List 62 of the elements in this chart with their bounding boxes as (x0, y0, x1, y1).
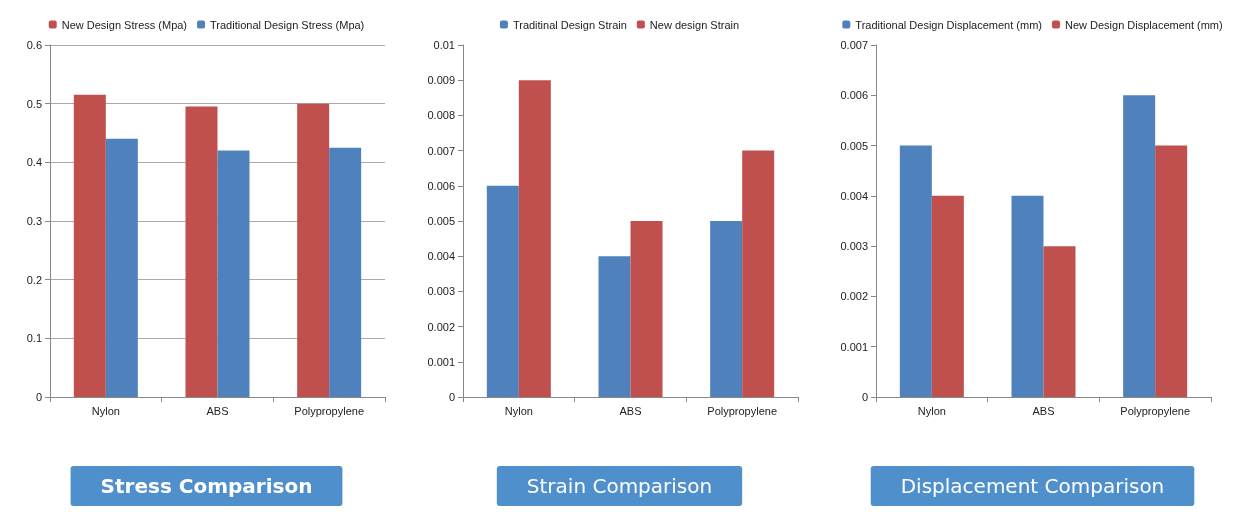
bar (742, 150, 775, 397)
legend-label: Traditional Design Displacement (mm) (855, 18, 1042, 31)
text: Strain Comparison (526, 474, 713, 498)
x-tick-label: Nylon (91, 404, 120, 417)
bar (630, 221, 663, 397)
legend-label: New design Strain (649, 18, 740, 31)
y-tick-label: 0.008 (427, 109, 455, 122)
y-tick-label: 0 (448, 391, 455, 403)
x-tick-label: Nylon (917, 404, 946, 417)
y-tick-label: 0.004 (840, 189, 868, 202)
bar (931, 195, 964, 397)
y-tick-label: 0 (35, 391, 42, 403)
bar (73, 94, 106, 397)
bar (486, 185, 519, 397)
bar (1043, 246, 1076, 397)
y-tick-label: 0.5 (26, 97, 42, 110)
legend-label: Traditional Design Stress (Mpa) (210, 18, 365, 31)
y-tick-label: 0.6 (26, 39, 42, 51)
x-tick-label: ABS (206, 404, 229, 417)
text: Stress Comparison (100, 474, 313, 498)
bar (899, 145, 932, 397)
bar (1155, 145, 1188, 397)
legend-label: Traditinal Design Strain (512, 18, 627, 31)
legend-label: New Design Displacement (mm) (1064, 18, 1223, 31)
x-tick-label: Polypropylene (1120, 404, 1191, 417)
bar (329, 147, 362, 397)
x-tick-label: ABS (619, 404, 642, 417)
y-tick-label: 0.1 (26, 332, 42, 345)
y-tick-label: 0.2 (26, 273, 42, 286)
x-tick-label: Polypropylene (707, 404, 778, 417)
y-tick-label: 0.01 (433, 39, 455, 51)
y-tick-label: 0.007 (840, 39, 868, 51)
bar (185, 106, 218, 397)
y-tick-label: 0.001 (840, 340, 868, 353)
y-tick-label: 0.4 (26, 156, 42, 169)
y-tick-label: 0.009 (427, 74, 455, 87)
bar (518, 80, 551, 397)
y-tick-label: 0.002 (427, 320, 455, 333)
y-tick-label: 0.006 (427, 179, 455, 192)
bar (1123, 95, 1156, 397)
y-tick-label: 0.003 (427, 285, 455, 298)
y-tick-label: 0.007 (427, 144, 455, 157)
legend-label: New Design Stress (Mpa) (61, 18, 188, 31)
text: Displacement Comparison (900, 474, 1165, 498)
x-tick-label: ABS (1032, 404, 1055, 417)
bar (217, 150, 250, 397)
y-tick-label: 0.005 (840, 139, 868, 152)
bar (105, 138, 138, 397)
y-tick-label: 0.3 (26, 215, 42, 227)
x-tick-label: Nylon (504, 404, 533, 417)
y-tick-label: 0.005 (427, 215, 455, 227)
y-tick-label: 0.004 (427, 250, 455, 263)
bar (710, 221, 743, 397)
bar (1011, 195, 1044, 397)
y-tick-label: 0.002 (840, 290, 868, 303)
bar (297, 103, 330, 397)
y-tick-label: 0.003 (840, 240, 868, 253)
bar (598, 256, 631, 397)
y-tick-label: 0.001 (427, 355, 455, 368)
y-tick-label: 0 (861, 391, 868, 403)
y-tick-label: 0.006 (840, 89, 868, 102)
x-tick-label: Polypropylene (294, 404, 365, 417)
